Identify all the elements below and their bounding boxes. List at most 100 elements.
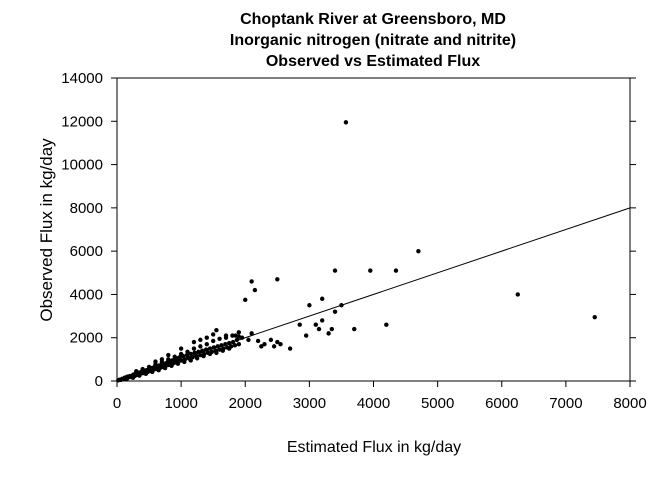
data-point [316,326,322,332]
data-point [243,297,248,303]
data-point [146,364,152,370]
y-tick-label: 10000 [61,157,103,174]
data-point [215,344,220,349]
data-point [246,337,251,343]
data-point [219,343,224,348]
data-point [166,357,171,362]
data-point [515,292,520,297]
data-point [275,277,280,282]
data-point [352,326,357,332]
data-point [166,352,171,358]
data-point [230,333,235,338]
data-point [204,335,209,340]
x-tick-label: 4000 [357,395,390,412]
data-point [255,338,261,344]
data-point [178,346,184,351]
data-point [307,303,312,308]
data-point [156,367,161,373]
data-point [236,342,242,347]
plot-frame [116,77,631,382]
data-point [172,354,177,359]
data-point [175,361,181,366]
data-point [368,268,373,273]
data-point [339,303,344,308]
x-tick-label: 6000 [485,395,518,412]
chart-title-block: Choptank River at Greensboro, MD Inorgan… [0,9,672,72]
data-point [200,348,205,353]
data-point [233,333,238,338]
data-point [162,365,168,371]
y-axis: 0 2000 4000 6000 8000 10000 12000 14000 [61,70,636,390]
y-tick-label: 4000 [70,286,103,303]
data-point [210,338,216,344]
data-point [326,331,331,336]
data-point [150,369,155,375]
x-tick-label: 8000 [613,395,646,412]
data-point [192,350,197,356]
x-tick-label: 2000 [229,395,262,412]
x-tick-label: 1000 [164,395,197,412]
data-point [134,369,139,374]
data-point [249,279,254,284]
data-point [393,268,399,273]
x-tick-label: 7000 [549,395,582,412]
data-point [384,322,389,327]
data-point [297,322,302,327]
reference-line-group [116,207,631,382]
data-point [262,342,267,347]
y-tick-label: 0 [95,373,103,390]
data-point [191,346,197,351]
data-point [140,366,145,372]
data-point [188,358,193,363]
data-point [252,287,258,293]
y-tick-label: 2000 [70,330,103,347]
x-axis-label: Estimated Flux in kg/day [287,439,461,456]
data-point [124,377,129,382]
data-point [230,339,236,345]
y-axis-label: Observed Flux in kg/day [37,138,56,322]
chart-title: Choptank River at Greensboro, MD [240,11,506,28]
data-point [268,337,274,343]
data-point [416,248,421,254]
data-point [332,268,338,273]
y-tick-label: 14000 [61,70,103,87]
data-point [249,331,254,336]
data-point [191,339,197,345]
x-tick-label: 3000 [293,395,326,412]
data-point [201,353,206,359]
data-point [188,351,193,357]
data-point [198,337,203,343]
x-tick-label: 5000 [421,395,454,412]
data-point [143,371,149,377]
data-point [182,359,187,365]
data-point [204,342,209,347]
data-point [210,332,216,337]
data-point [178,351,184,357]
data-point [271,344,277,349]
data-point [313,322,318,327]
data-point [198,344,203,349]
reference-line [116,207,631,382]
data-point [239,335,245,340]
data-point [214,327,219,333]
data-point [275,339,280,345]
data-point [287,346,293,351]
data-point [207,346,213,351]
data-point [211,345,217,350]
data-point [236,330,242,335]
data-point [278,342,283,347]
data-point [232,343,238,348]
y-tick-label: 8000 [70,200,103,217]
y-tick-label: 12000 [61,113,103,130]
data-point [137,373,142,378]
data-point [203,347,209,352]
chart-subtitle-2: Observed vs Estimated Flux [265,53,481,70]
chart-subtitle: Inorganic nitrogen (nitrate and nitrite) [229,32,517,49]
data-point [194,356,200,361]
data-point [190,354,195,360]
data-point [153,359,158,364]
data-point [220,348,226,353]
data-point [320,318,325,323]
data-point [320,296,325,301]
